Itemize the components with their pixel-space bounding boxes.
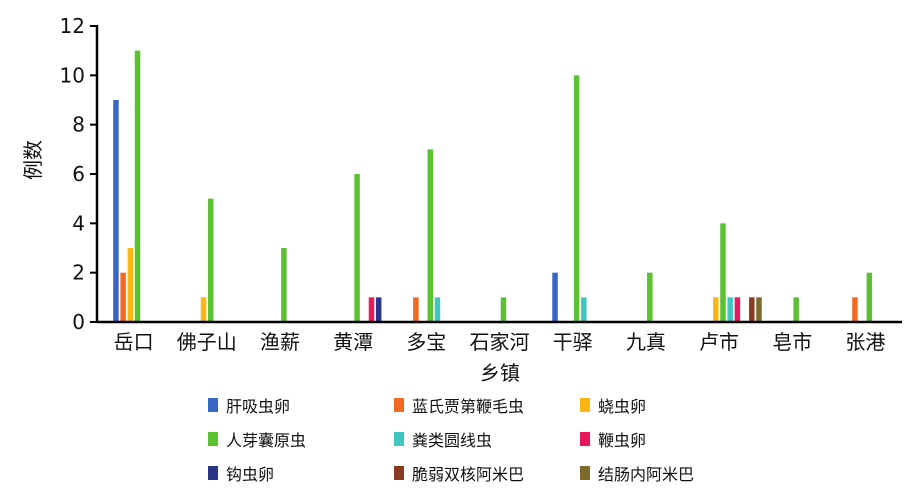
bar-人芽囊原虫: [720, 223, 726, 322]
x-tick-label: 皂市: [772, 330, 812, 354]
bar-粪类圆线虫: [581, 297, 587, 322]
legend-item: 鞭虫卵: [580, 426, 730, 452]
y-axis-label: 例数: [21, 140, 45, 180]
y-tick-label: 10: [60, 63, 85, 87]
x-tick-label: 佛子山: [177, 330, 237, 354]
bar-肝吸虫卵: [113, 100, 119, 322]
bar-人芽囊原虫: [427, 149, 434, 322]
bar-chart: 例数 乡镇 0 2 4 6 8 10 12 岳口 佛子山 渔薪 黄潭 多宝 石家河 干驿 九真 卢市 皂市 张港: [21, 14, 902, 385]
legend-item: 脆弱双核阿米巴: [394, 460, 580, 486]
bar-鞭虫卵: [368, 297, 375, 322]
bar-鞭虫卵: [734, 297, 741, 322]
legend-swatch: [394, 398, 404, 412]
legend-swatch: [208, 432, 218, 446]
x-tick-label: 张港: [845, 330, 885, 354]
legend-swatch: [580, 432, 590, 446]
y-tick-label: 6: [72, 162, 85, 186]
legend-item: 蛲虫卵: [580, 392, 730, 418]
bar-蓝氏贾第鞭毛虫: [852, 297, 858, 322]
bar-蛲虫卵: [127, 248, 134, 322]
bar-人芽囊原虫: [207, 198, 214, 322]
legend-label: 人芽囊原虫: [226, 431, 307, 450]
legend-swatch: [580, 466, 590, 480]
legend-label: 脆弱双核阿米巴: [412, 465, 525, 484]
legend-swatch: [394, 432, 404, 446]
y-tick-label: 0: [72, 310, 85, 334]
x-tick-label: 石家河: [470, 330, 530, 354]
bar-脆弱双核阿米巴: [749, 297, 755, 322]
legend-label: 粪类圆线虫: [412, 431, 493, 450]
x-tick-label: 岳口: [114, 330, 154, 354]
y-tick-label: 4: [72, 211, 85, 235]
bar-蓝氏贾第鞭毛虫: [120, 272, 126, 322]
x-tick-label: 黄潭: [333, 330, 373, 354]
legend-label: 鞭虫卵: [598, 431, 647, 450]
x-tick-label: 渔薪: [260, 330, 300, 354]
legend-label: 钩虫卵: [226, 465, 275, 484]
legend-item: 蓝氏贾第鞭毛虫: [394, 392, 580, 418]
legend-item: 结肠内阿米巴: [580, 460, 730, 486]
x-tick-label: 干驿: [553, 330, 593, 354]
bar-人芽囊原虫: [647, 272, 653, 322]
y-tick-label: 8: [72, 113, 85, 137]
bar-人芽囊原虫: [866, 272, 873, 322]
bar-人芽囊原虫: [134, 50, 141, 323]
bar-人芽囊原虫: [500, 297, 507, 322]
legend-label: 蓝氏贾第鞭毛虫: [412, 397, 525, 416]
legend-label: 蛲虫卵: [598, 397, 647, 416]
bar-人芽囊原虫: [281, 248, 287, 322]
bar-结肠内阿米巴: [756, 297, 762, 322]
bar-肝吸虫卵: [552, 272, 558, 322]
y-tick-label: 2: [72, 261, 85, 285]
bar-粪类圆线虫: [727, 297, 733, 322]
legend-swatch: [208, 398, 218, 412]
legend-swatch: [208, 466, 218, 480]
bar-蓝氏贾第鞭毛虫: [413, 297, 419, 322]
legend-swatch: [394, 466, 404, 480]
x-tick-label: 卢市: [699, 330, 739, 354]
bar-蛲虫卵: [200, 297, 207, 322]
legend-swatch: [580, 398, 590, 412]
legend: 肝吸虫卵 蓝氏贾第鞭毛虫 蛲虫卵人芽囊原虫 粪类圆线虫 鞭虫卵钩虫卵 脆弱双核阿米巴 结肠内…: [208, 392, 730, 486]
legend-item: 人芽囊原虫: [208, 426, 394, 452]
bar-钩虫卵: [375, 297, 382, 322]
legend-label: 肝吸虫卵: [226, 397, 291, 416]
y-tick-label: 12: [60, 14, 85, 38]
x-tick-label: 九真: [626, 330, 666, 354]
bar-人芽囊原虫: [573, 75, 580, 322]
bar-人芽囊原虫: [793, 297, 799, 322]
bar-粪类圆线虫: [434, 297, 441, 322]
x-tick-label: 多宝: [406, 330, 446, 354]
x-axis-label: 乡镇: [480, 361, 520, 385]
bar-人芽囊原虫: [354, 174, 360, 322]
legend-label: 结肠内阿米巴: [598, 465, 695, 484]
bar-蛲虫卵: [713, 297, 719, 322]
legend-item: 肝吸虫卵: [208, 392, 394, 418]
legend-item: 钩虫卵: [208, 460, 394, 486]
legend-item: 粪类圆线虫: [394, 426, 580, 452]
